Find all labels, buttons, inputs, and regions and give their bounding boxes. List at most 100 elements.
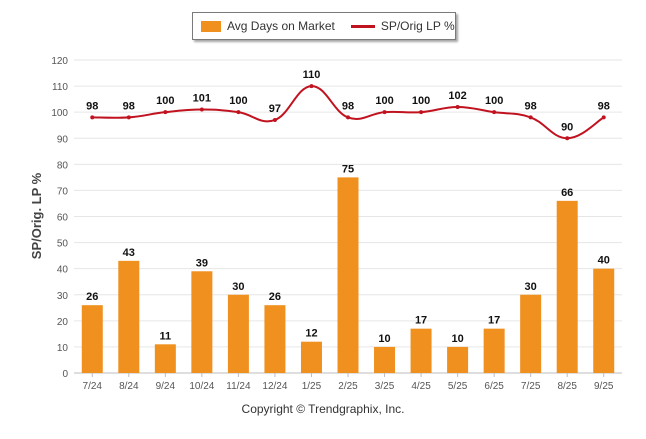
line-value-label: 100	[485, 95, 503, 107]
y-axis: 0 10 20 30 40 50 60 70 80 90 100 110 120	[51, 56, 68, 380]
bar-value-label: 39	[196, 257, 208, 269]
bar-value-label: 17	[415, 315, 427, 327]
bar-value-label: 66	[561, 187, 573, 199]
x-tick-label: 2/25	[338, 381, 358, 392]
y-tick-label: 80	[57, 160, 69, 171]
copyright-text: Copyright © Trendgraphix, Inc.	[241, 402, 405, 416]
bar	[520, 294, 542, 373]
bar-value-label: 43	[123, 247, 135, 259]
bar	[300, 341, 322, 373]
legend-bar-label: Avg Days on Market	[227, 19, 335, 33]
line-point	[528, 115, 533, 120]
line-value-label: 98	[86, 100, 98, 112]
x-tick-label: 7/25	[521, 381, 541, 392]
x-tick-label: 8/25	[557, 381, 577, 392]
bar	[118, 260, 140, 373]
bar	[337, 177, 359, 373]
line-series	[90, 84, 606, 141]
bar	[410, 328, 432, 373]
line-point	[419, 110, 424, 115]
x-tick-label: 3/25	[375, 381, 395, 392]
line-point	[90, 115, 95, 120]
line-point	[309, 84, 314, 89]
bar-value-label: 26	[269, 291, 281, 303]
line-value-label: 90	[561, 121, 573, 133]
legend-item-bar[interactable]: Avg Days on Market	[201, 19, 335, 33]
line-point	[455, 104, 460, 109]
bar-value-label: 30	[525, 281, 537, 293]
bar-value-label: 26	[86, 291, 98, 303]
line-value-label: 110	[303, 69, 321, 81]
y-tick-label: 90	[57, 134, 69, 145]
bar-value-label: 17	[488, 315, 500, 327]
line-point	[272, 117, 277, 122]
x-tick-label: 9/24	[156, 381, 176, 392]
legend: Avg Days on Market SP/Orig LP %	[192, 12, 456, 40]
bar-value-label: 11	[160, 330, 172, 342]
bar	[227, 294, 249, 373]
line-value-label: 98	[342, 100, 354, 112]
line-point	[126, 115, 131, 120]
bar-value-label: 12	[305, 328, 317, 340]
y-axis-title: SP/Orig. LP %	[29, 172, 44, 259]
bar-value-label: 75	[342, 163, 354, 175]
bar	[154, 344, 176, 373]
x-tick-label: 5/25	[448, 381, 468, 392]
legend-line-label: SP/Orig LP %	[380, 19, 455, 33]
line-point	[601, 115, 606, 120]
x-tick-label: 10/24	[189, 381, 214, 392]
line-point	[565, 136, 570, 141]
bar-value-label: 10	[378, 333, 390, 345]
bar	[593, 268, 615, 373]
x-tick-label: 4/25	[411, 381, 431, 392]
line-value-label: 98	[123, 100, 135, 112]
bar-value-label: 40	[598, 255, 610, 267]
y-tick-label: 120	[51, 56, 68, 67]
line-point	[382, 110, 387, 115]
bar-value-label: 30	[232, 281, 244, 293]
y-tick-label: 60	[57, 213, 69, 224]
x-tick-label: 12/24	[262, 381, 287, 392]
line-value-label: 100	[375, 95, 393, 107]
line-point	[492, 110, 497, 115]
line-value-label: 100	[229, 95, 247, 107]
bar	[374, 346, 396, 373]
y-tick-label: 40	[57, 265, 69, 276]
line-point	[199, 107, 204, 112]
line-point	[163, 110, 168, 115]
y-tick-label: 0	[62, 369, 68, 380]
bar	[483, 328, 505, 373]
line-value-label: 101	[193, 93, 211, 105]
line-value-label: 100	[412, 95, 430, 107]
line-value-label: 97	[269, 103, 281, 115]
y-tick-label: 100	[51, 108, 68, 119]
bar-value-label: 10	[451, 333, 463, 345]
line-point	[236, 110, 241, 115]
x-tick-label: 6/25	[484, 381, 504, 392]
y-tick-label: 20	[57, 317, 69, 328]
legend-line-swatch	[350, 24, 375, 28]
bar	[191, 271, 213, 373]
bar	[556, 200, 578, 373]
x-tick-label: 1/25	[302, 381, 322, 392]
bar-series	[81, 177, 615, 373]
x-tick-label: 8/24	[119, 381, 139, 392]
bar	[264, 305, 286, 373]
x-tick-label: 9/25	[594, 381, 614, 392]
x-tick-label: 11/24	[226, 381, 251, 392]
bar	[447, 346, 469, 373]
legend-bar-swatch	[201, 20, 221, 32]
y-tick-label: 30	[57, 291, 69, 302]
y-tick-label: 70	[57, 186, 69, 197]
line-value-label: 102	[448, 90, 466, 102]
legend-item-line[interactable]: SP/Orig LP %	[350, 19, 455, 33]
line-value-label: 98	[525, 100, 537, 112]
bar	[81, 305, 103, 373]
data-labels: 26 43 11 39 30 26 12 75 10 17 10 17 30 66 40 98 98 100 101…	[86, 69, 610, 345]
x-tick-label: 7/24	[83, 381, 103, 392]
x-axis: 7/24 8/24 9/24 10/24 11/24 12/24 1/25 2/25 3/25 4…	[83, 373, 614, 392]
y-tick-label: 10	[57, 343, 69, 354]
line-value-label: 98	[598, 100, 610, 112]
